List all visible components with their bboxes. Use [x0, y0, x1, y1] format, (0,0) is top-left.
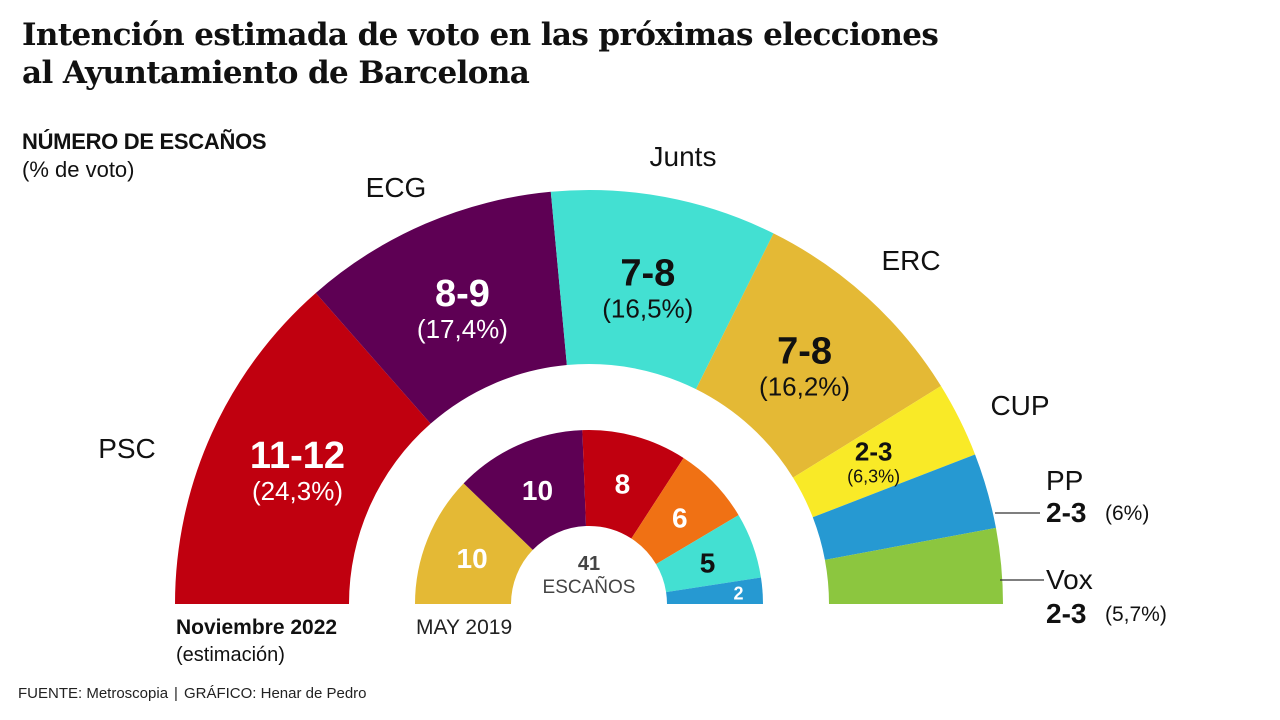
chart-subtitle: NÚMERO DE ESCAÑOS (% de voto): [22, 128, 267, 184]
outer-segment-junts: [550, 190, 774, 390]
inner-seats-label-ecg: 10: [522, 475, 553, 506]
outer-segment-cup: [793, 386, 976, 518]
vote-label-ecg: (17,4%): [417, 314, 508, 344]
subtitle-sub: (% de voto): [22, 157, 135, 182]
vote-label-pp: (6%): [1105, 502, 1149, 525]
chart-title-line1: Intención estimada de voto en las próxim…: [22, 17, 939, 53]
party-name-psc: PSC: [98, 433, 156, 464]
inner-seats-label-junts: 5: [700, 547, 716, 578]
outer-segment-psc: [175, 292, 431, 604]
seats-label-cup: 2-3: [855, 436, 893, 466]
party-name-junts: Junts: [650, 141, 717, 172]
inner-segment-junts: [656, 515, 761, 593]
inner-seats-label-erc: 10: [457, 543, 488, 574]
outer-segment-vox: [824, 527, 1003, 604]
chart-title: Intención estimada de voto en las próxim…: [22, 16, 939, 92]
outer-segment-erc: [695, 233, 941, 478]
seats-label-junts: 7-8: [620, 252, 675, 294]
outer-segment-ecg: [315, 191, 567, 424]
inner-seats-label-cs: 6: [672, 503, 688, 534]
seats-label-pp: 2-3: [1046, 497, 1086, 528]
total-seats-label: ESCAÑOS: [543, 576, 636, 598]
party-name-pp: PP: [1046, 465, 1083, 496]
vote-label-vox: (5,7%): [1105, 603, 1167, 626]
vote-label-cup: (6,3%): [847, 466, 900, 486]
subtitle-main: NÚMERO DE ESCAÑOS: [22, 129, 267, 154]
vote-label-erc: (16,2%): [759, 372, 850, 402]
party-name-ecg: ECG: [366, 172, 427, 203]
seats-label-erc: 7-8: [777, 331, 832, 373]
seats-label-ecg: 8-9: [435, 273, 490, 315]
outer-segment-pp: [812, 454, 996, 560]
seats-label-psc: 11-12: [250, 435, 345, 477]
seats-label-vox: 2-3: [1046, 598, 1086, 629]
footer-source: FUENTE: Metroscopia: [18, 685, 169, 702]
party-name-vox: Vox: [1046, 564, 1093, 595]
inner-chart-title: MAY 2019: [416, 616, 512, 639]
inner-seats-label-psc: 8: [615, 469, 631, 500]
outer-chart-title: Noviembre 2022: [176, 616, 337, 639]
footer: FUENTE: Metroscopia | GRÁFICO: Henar de Pe…: [18, 685, 367, 702]
vote-label-junts: (16,5%): [602, 293, 693, 323]
inner-segment-ecg: [463, 430, 587, 550]
party-name-cup: CUP: [990, 390, 1049, 421]
total-seats-value: 41: [578, 553, 600, 575]
outer-chart-subtitle: (estimación): [176, 644, 285, 666]
inner-segment-psc: [582, 430, 684, 539]
inner-segment-erc: [415, 483, 533, 604]
chart-title-line2: al Ayuntamiento de Barcelona: [22, 55, 530, 91]
party-name-erc: ERC: [881, 245, 940, 276]
inner-seats-label-pp: 2: [734, 584, 744, 604]
vote-label-psc: (24,3%): [252, 476, 343, 506]
footer-credit: GRÁFICO: Henar de Pedro: [183, 685, 367, 702]
footer-separator: |: [174, 685, 178, 702]
inner-segment-cs: [631, 457, 739, 565]
inner-segment-pp: [666, 577, 763, 604]
